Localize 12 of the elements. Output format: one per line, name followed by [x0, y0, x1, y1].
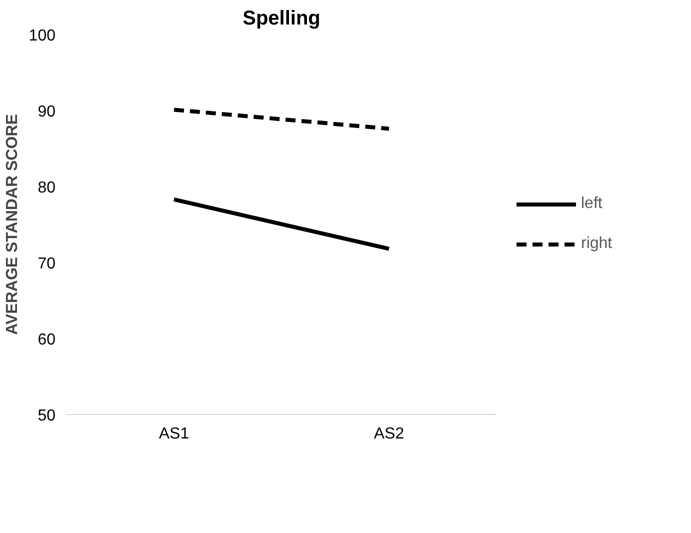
y-tick-label: 70 [38, 256, 56, 272]
legend-label: right [581, 235, 612, 253]
y-tick-label: 60 [38, 332, 56, 348]
x-tick-label: AS1 [158, 426, 190, 442]
y-tick-label: 80 [38, 180, 56, 196]
y-tick-label: 90 [38, 104, 56, 120]
y-axis-title: AVERAGE STANDAR SCORE [4, 114, 21, 335]
y-tick-label: 50 [38, 408, 56, 424]
legend-label: left [581, 195, 602, 213]
chart-title: Spelling [242, 8, 320, 30]
y-tick-label: 100 [28, 28, 56, 44]
x-tick-label: AS2 [374, 426, 404, 442]
